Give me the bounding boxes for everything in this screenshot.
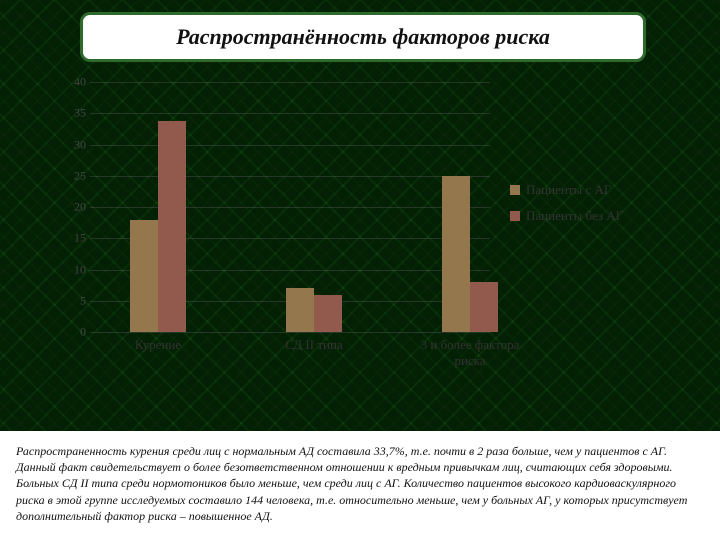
y-tick-label: 40: [62, 75, 86, 90]
grid-line: [90, 207, 490, 208]
legend-swatch: [510, 211, 520, 221]
footer-panel: Распространенность курения среди лиц с н…: [0, 431, 720, 540]
y-tick-label: 25: [62, 168, 86, 183]
y-tick-label: 0: [62, 325, 86, 340]
slide: Распространённость факторов риска 0 5 10 15…: [0, 0, 720, 540]
bar: [130, 220, 158, 333]
y-tick-label: 5: [62, 293, 86, 308]
grid-line: [90, 82, 490, 83]
bar: [314, 295, 342, 333]
footer-text: Распространенность курения среди лиц с н…: [16, 443, 704, 524]
grid-line: [90, 332, 490, 333]
bar: [158, 121, 186, 332]
y-tick-label: 35: [62, 106, 86, 121]
slide-title: Распространённость факторов риска: [176, 24, 550, 50]
grid-line: [90, 176, 490, 177]
bar: [470, 282, 498, 332]
grid-line: [90, 145, 490, 146]
y-tick-label: 15: [62, 231, 86, 246]
plot-area: 0510152025303540КурениеСД II типа3 и бол…: [90, 82, 490, 332]
y-tick-label: 20: [62, 200, 86, 215]
risk-factor-chart: 0 5 10 15 20 25 30 35 40 Курение СД II типа 3 и бол…: [60, 72, 660, 372]
title-box: Распространённость факторов риска: [80, 12, 646, 62]
y-tick-label: 30: [62, 137, 86, 152]
legend-label: Пациенты без АГ: [526, 208, 623, 224]
grid-line: [90, 113, 490, 114]
legend-item: Пациенты с АГ: [510, 182, 623, 198]
x-tick-label: Курение: [100, 337, 216, 353]
bar: [286, 288, 314, 332]
x-tick-label: 3 и более фактора риска: [412, 337, 528, 369]
legend: Пациенты с АГ Пациенты без АГ: [510, 182, 623, 234]
legend-swatch: [510, 185, 520, 195]
bar: [442, 176, 470, 332]
legend-item: Пациенты без АГ: [510, 208, 623, 224]
y-tick-label: 10: [62, 262, 86, 277]
legend-label: Пациенты с АГ: [526, 182, 611, 198]
x-tick-label: СД II типа: [256, 337, 372, 353]
